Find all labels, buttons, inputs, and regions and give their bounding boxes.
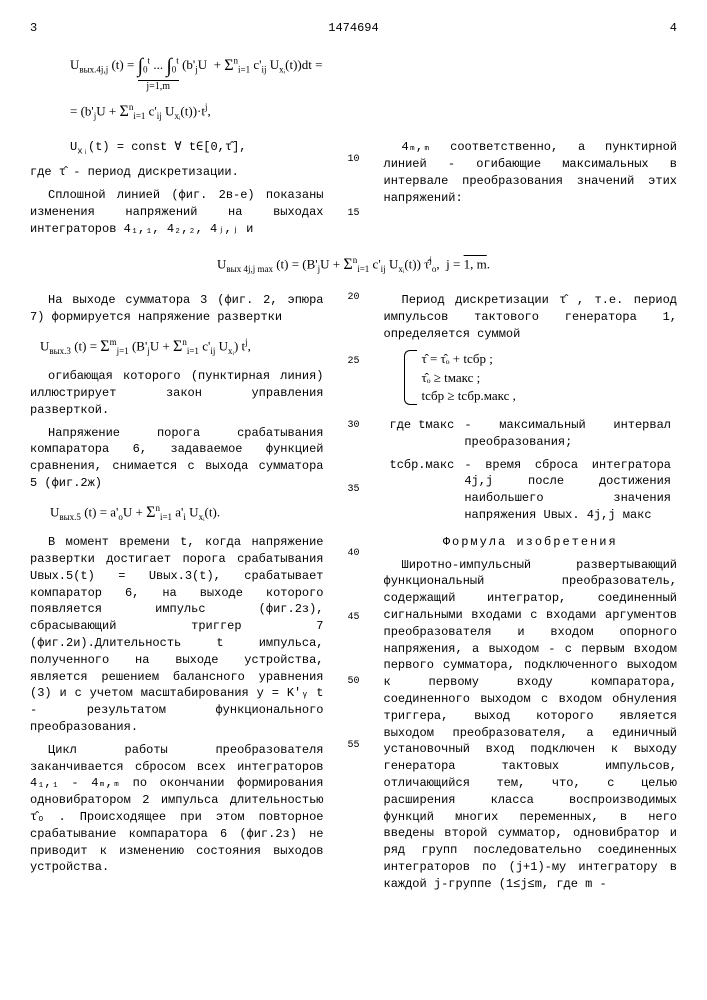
where-definitions: где tмакс - максимальный интервал преобр… — [384, 413, 678, 528]
right-column-2: Период дискретизации τ̂ , т.е. период им… — [384, 286, 678, 898]
left-column-2: На выходе сумматора 3 (фиг. 2, эпюра 7) … — [30, 286, 324, 898]
right-p3: Широтно-импульсный развертывающий функци… — [384, 557, 678, 893]
formula-1: Uвых.4j,j (t) = ∫0t ... ∫0t (b'jU + Σni=… — [70, 52, 677, 81]
formula-5: Uвых.3 (t) = Σmj=1 (B'jU + Σni=1 c'ij Ux… — [40, 336, 324, 359]
page-right: 4 — [670, 20, 677, 37]
page-left: 3 — [30, 20, 37, 37]
right-p2: Период дискретизации τ̂ , т.е. период им… — [384, 292, 678, 342]
left-p1: Сплошной линией (фиг. 2в-е) показаны изм… — [30, 187, 324, 237]
left-column: Uxᵢ(t) = const ∀ t∈[0,τ̂], где τ̂ - пери… — [30, 133, 324, 243]
left-p3: огибающая которого (пунктирная линия) ил… — [30, 368, 324, 418]
equation-system: τ̂ = τ̂ₒ + tсбр ; τ̂ₒ ≥ tмакс ; tсбр ≥ t… — [404, 350, 678, 405]
line-numbers-1: 10 15 — [344, 133, 364, 243]
formula-title: Формула изобретения — [384, 534, 678, 551]
formula-2: = (b'jU + Σni=1 c'ij Uxᵢ(t))·tj, — [70, 101, 677, 124]
page-header: 3 1474694 4 — [30, 20, 677, 37]
left-p5: В момент времени t, когда напряжение раз… — [30, 534, 324, 736]
left-p4: Напряжение порога срабатывания компарато… — [30, 425, 324, 492]
right-p1: 4ₘ,ₘ соответственно, а пунктирной линией… — [384, 139, 678, 206]
left-p2: На выходе сумматора 3 (фиг. 2, эпюра 7) … — [30, 292, 324, 326]
doc-number: 1474694 — [37, 20, 670, 37]
formula-3: Uxᵢ(t) = const ∀ t∈[0,τ̂], — [70, 139, 324, 158]
formula-3-where: где τ̂ - период дискретизации. — [30, 164, 324, 181]
formula-6: Uвых.5 (t) = a'oU + Σni=1 a'i Uxᵢ(t). — [50, 502, 324, 525]
left-p6: Цикл работы преобразователя заканчиваетс… — [30, 742, 324, 876]
formula-4: Uвых 4j,j max (t) = (B'jU + Σni=1 c'ij U… — [30, 254, 677, 277]
right-column-1: 4ₘ,ₘ соответственно, а пунктирной линией… — [384, 133, 678, 243]
line-numbers-2: 20 25 30 35 40 45 50 55 — [344, 286, 364, 898]
